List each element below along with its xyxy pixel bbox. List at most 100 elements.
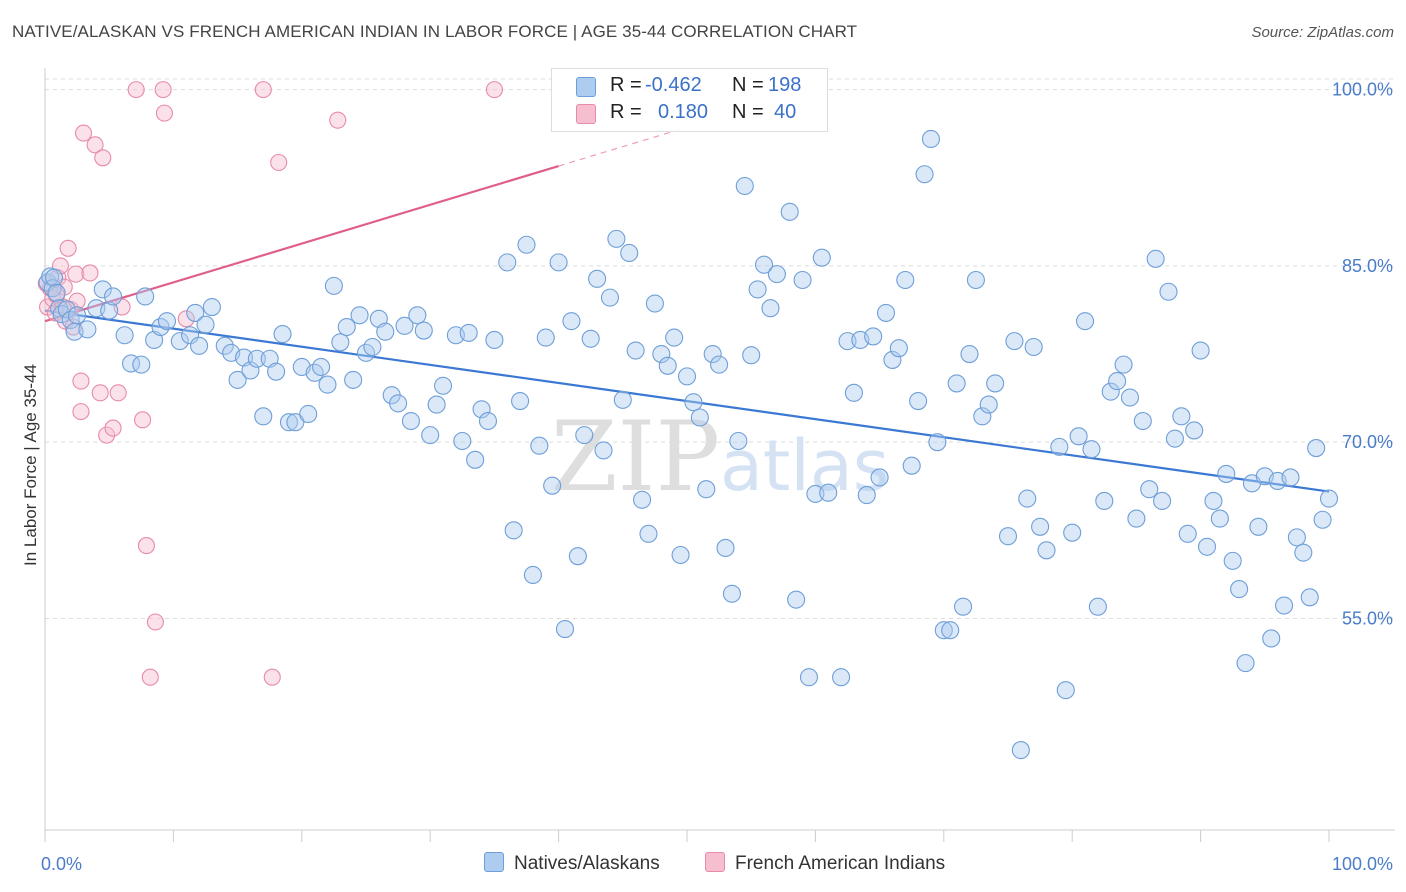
natives-point xyxy=(215,336,234,355)
natives-point xyxy=(594,441,613,460)
french-swatch xyxy=(576,104,596,124)
natives-point xyxy=(1127,509,1146,528)
natives-point xyxy=(1172,407,1191,426)
r-label: R = xyxy=(610,74,642,96)
natives-point xyxy=(1159,282,1178,301)
natives-point xyxy=(453,431,472,451)
natives-point xyxy=(389,394,408,413)
natives-point xyxy=(1178,524,1197,543)
french-point xyxy=(254,81,272,99)
natives-point xyxy=(1056,681,1075,700)
natives-trend-line xyxy=(44,309,1330,493)
natives-point xyxy=(633,490,652,509)
french-trend-line xyxy=(44,164,559,323)
natives-point xyxy=(812,248,831,267)
natives-point xyxy=(157,312,177,331)
natives-point xyxy=(190,336,209,355)
natives-point xyxy=(1088,597,1107,616)
natives-point xyxy=(1011,741,1030,760)
natives-point xyxy=(1294,543,1313,562)
natives-point xyxy=(889,339,908,358)
natives-point xyxy=(61,310,80,330)
natives-point xyxy=(286,413,305,432)
r-value: -0.462 xyxy=(645,74,702,96)
natives-point xyxy=(1249,517,1268,536)
french-point xyxy=(154,81,172,99)
natives-point xyxy=(376,322,395,341)
natives-point xyxy=(196,315,215,334)
y-tick-label: 55.0% xyxy=(1342,608,1393,628)
y-tick-label: 85.0% xyxy=(1342,256,1393,276)
n-label: N = xyxy=(732,101,764,123)
legend-row-french: R = 0.180 N = 40 xyxy=(552,101,827,127)
natives-point xyxy=(498,253,517,272)
natives-point xyxy=(93,280,112,299)
natives-point xyxy=(787,590,806,609)
stats-legend: R = -0.462 N = 198 R = 0.180 N = 40 xyxy=(551,68,828,132)
natives-point xyxy=(620,243,639,263)
natives-point xyxy=(536,328,555,347)
french-point xyxy=(177,310,195,328)
natives-point xyxy=(57,300,76,319)
natives-point xyxy=(511,392,530,411)
natives-point xyxy=(324,276,343,295)
natives-point xyxy=(1120,388,1140,407)
natives-point xyxy=(754,255,774,274)
source-credit: Source: ZipAtlas.com xyxy=(1251,24,1394,41)
french-point xyxy=(329,111,347,129)
natives-point xyxy=(613,390,632,409)
chart-title: NATIVE/ALASKAN VS FRENCH AMERICAN INDIAN… xyxy=(12,22,858,41)
natives-point xyxy=(1075,312,1095,331)
natives-point xyxy=(934,621,953,640)
natives-point xyxy=(1217,464,1236,483)
natives-point xyxy=(273,325,292,344)
natives-point xyxy=(998,527,1018,546)
natives-point xyxy=(767,265,786,284)
natives-point xyxy=(466,450,485,469)
natives-point xyxy=(433,376,453,395)
natives-point xyxy=(973,407,992,426)
natives-point xyxy=(1050,437,1069,456)
natives-point xyxy=(735,176,754,196)
natives-point xyxy=(267,362,286,381)
natives-point xyxy=(1133,411,1152,431)
natives-point xyxy=(1069,427,1088,446)
natives-point xyxy=(136,287,155,306)
natives-point xyxy=(1031,517,1050,536)
natives-point xyxy=(1223,551,1242,570)
natives-point xyxy=(568,547,587,566)
natives-point xyxy=(575,426,594,445)
natives-point xyxy=(478,411,498,431)
natives-point xyxy=(979,395,998,414)
natives-point xyxy=(780,202,799,221)
natives-point xyxy=(1101,382,1120,401)
natives-point xyxy=(1313,510,1332,529)
natives-point xyxy=(427,395,446,414)
natives-point xyxy=(115,326,134,345)
french-point xyxy=(67,265,85,283)
french-legend-swatch xyxy=(705,852,725,872)
natives-point xyxy=(318,375,337,394)
french-trend-extension xyxy=(558,126,688,167)
natives-point xyxy=(1307,439,1326,458)
french-point xyxy=(72,403,90,421)
natives-point xyxy=(1281,468,1300,487)
french-point xyxy=(270,153,288,172)
natives-point xyxy=(408,306,427,325)
natives-point xyxy=(530,436,549,455)
natives-point xyxy=(485,330,504,349)
natives-point xyxy=(626,341,645,360)
natives-point xyxy=(960,344,979,364)
natives-point xyxy=(703,344,722,364)
natives-point xyxy=(395,316,414,335)
legend-row-natives: R = -0.462 N = 198 xyxy=(552,74,827,100)
r-label: R = xyxy=(610,101,642,123)
natives-point xyxy=(729,431,748,451)
french-point xyxy=(74,124,93,142)
legend-item-natives: Natives/Alaskans xyxy=(484,852,660,875)
natives-point xyxy=(344,370,363,389)
natives-alaskans-points xyxy=(38,129,1339,760)
natives-point xyxy=(100,301,119,320)
n-value: 40 xyxy=(774,101,797,123)
natives-point xyxy=(697,480,716,499)
